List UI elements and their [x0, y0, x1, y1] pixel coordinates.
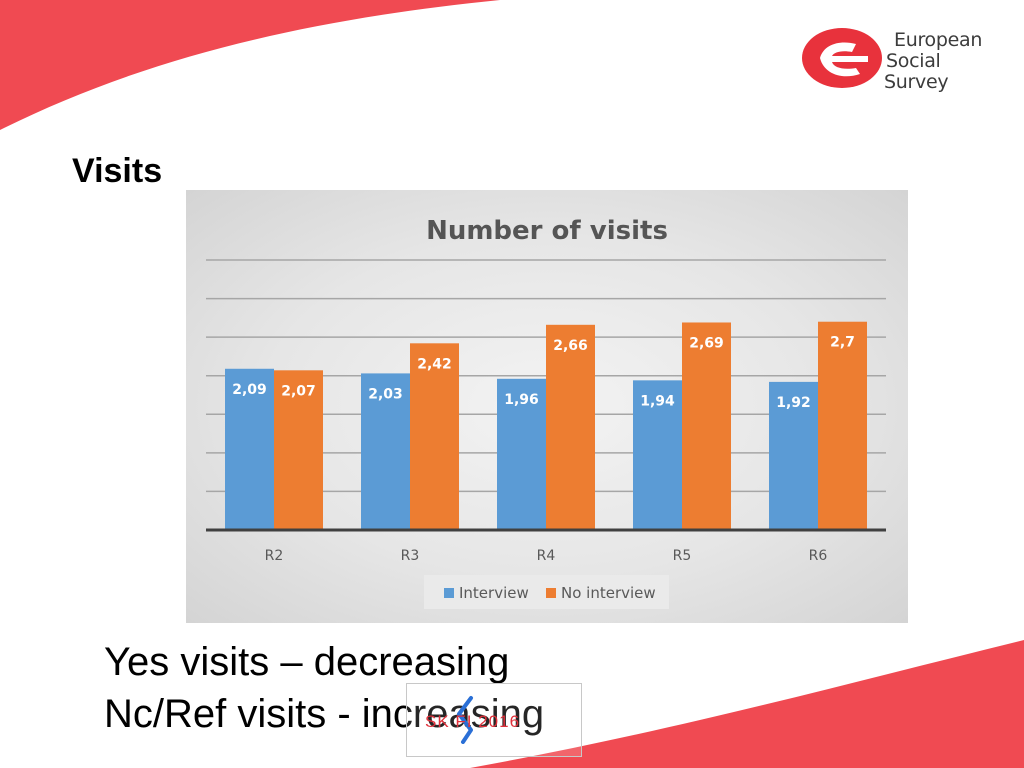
slide-title: Visits	[72, 152, 163, 190]
logo-line-2: Social	[886, 50, 941, 72]
bar-r5-interview	[633, 380, 682, 530]
ess-logo-icon	[802, 28, 882, 88]
data-label-r3-interview: 2,03	[368, 386, 403, 402]
bar-r4-interview	[497, 378, 546, 530]
legend-swatch-no-interview	[546, 588, 556, 598]
bar-r4-no-interview	[546, 324, 595, 530]
visits-bar-chart: Number of visits 2,09 2,07 2,03 2,42 1,96 2,6…	[206, 216, 886, 609]
data-label-r2-interview: 2,09	[232, 382, 267, 398]
logo-line-3: Survey	[884, 71, 949, 93]
bar-r6-no-interview	[818, 321, 867, 530]
data-label-r6-no-interview: 2,7	[830, 335, 855, 351]
stamp-text: SK FI 2016	[425, 712, 521, 731]
data-label-r2-no-interview: 2,07	[281, 383, 316, 399]
ess-logo: European Social Survey	[800, 26, 990, 96]
chart-title: Number of visits	[426, 216, 668, 246]
header-swoosh	[0, 0, 500, 130]
chart-data-labels: 2,09 2,07 2,03 2,42 1,96 2,66 1,94 2,69 1,92 2,7	[232, 335, 855, 411]
legend-swatch-interview	[444, 588, 454, 598]
bullet-line-1: Yes visits – decreasing	[104, 640, 510, 684]
data-label-r3-no-interview: 2,42	[417, 356, 452, 372]
bar-r5-no-interview	[682, 322, 731, 530]
chart-x-axis: R2 R3 R4 R5 R6	[206, 528, 886, 564]
logo-line-1: European	[894, 29, 983, 51]
bar-r3-no-interview	[410, 343, 459, 530]
x-tick-label-r4: R4	[537, 548, 556, 564]
x-tick-label-r3: R3	[401, 548, 420, 564]
bar-r3-interview	[361, 373, 410, 530]
chart-bars	[225, 321, 867, 530]
bar-r2-no-interview	[274, 370, 323, 530]
x-tick-label-r5: R5	[673, 548, 692, 564]
data-label-r5-no-interview: 2,69	[689, 335, 724, 351]
check-mark-icon	[457, 696, 473, 744]
data-label-r6-interview: 1,92	[776, 395, 811, 411]
chart-legend: Interview No interview	[424, 575, 669, 609]
chart-container: Number of visits 2,09 2,07 2,03 2,42 1,96 2,6…	[186, 190, 908, 623]
x-tick-label-r2: R2	[265, 548, 284, 564]
ess-logo-wordmark: European Social Survey	[884, 30, 982, 93]
bar-r6-interview	[769, 381, 818, 530]
legend-label-no-interview: No interview	[561, 584, 656, 602]
stamp-overlay: SK FI 2016	[406, 683, 582, 757]
data-label-r5-interview: 1,94	[640, 393, 675, 409]
data-label-r4-no-interview: 2,66	[553, 338, 588, 354]
legend-label-interview: Interview	[459, 584, 529, 602]
data-label-r4-interview: 1,96	[504, 392, 539, 408]
x-tick-label-r6: R6	[809, 548, 828, 564]
bar-r2-interview	[225, 368, 274, 530]
